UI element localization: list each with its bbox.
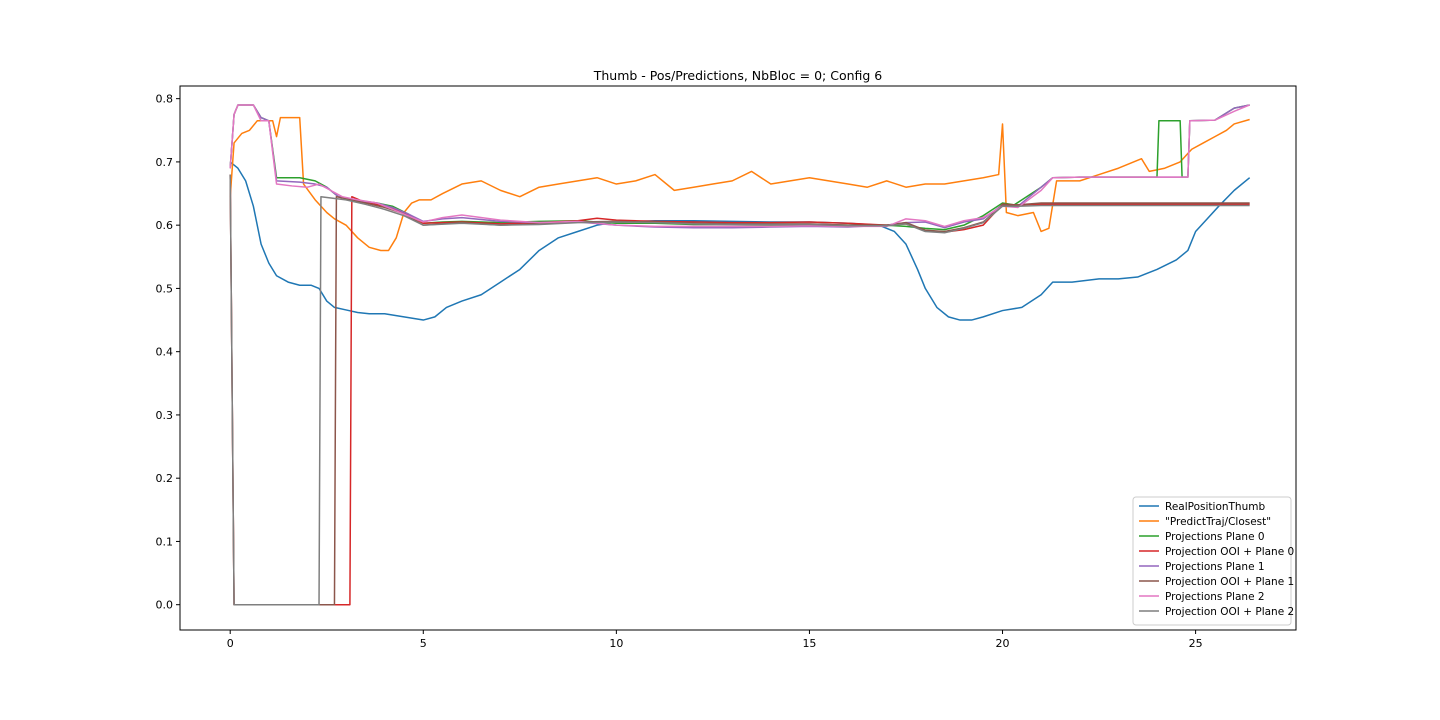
- y-axis: 0.0 0.1 0.2 0.3 0.4 0.5 0.6 0.7 0.8: [156, 93, 180, 612]
- legend-label-0: RealPositionThumb: [1165, 501, 1265, 513]
- plot-area-frame: [179, 85, 1297, 631]
- series-line-3: [229, 174, 1250, 606]
- x-tick-label-3: 15: [802, 637, 816, 650]
- x-tick-label-4: 20: [996, 637, 1010, 650]
- legend-label-3: Projection OOI + Plane 0: [1165, 546, 1294, 558]
- legend-label-5: Projection OOI + Plane 1: [1165, 576, 1294, 588]
- legend-label-6: Projections Plane 2: [1165, 591, 1265, 603]
- series-line-6: [229, 104, 1250, 228]
- y-tick-label-6: 0.6: [156, 219, 174, 232]
- x-tick-label-0: 0: [227, 637, 234, 650]
- y-tick-label-0: 0.0: [156, 599, 174, 612]
- legend-label-1: "PredictTraj/Closest": [1165, 516, 1271, 528]
- chart-title: Thumb - Pos/Predictions, NbBloc = 0; Con…: [593, 68, 883, 83]
- series-line-5: [229, 174, 1250, 606]
- legend-box: [1132, 496, 1292, 626]
- legend-label-4: Projections Plane 1: [1165, 561, 1265, 573]
- series-line-2: [229, 104, 1250, 231]
- series-line-7: [229, 174, 1250, 606]
- y-tick-label-4: 0.4: [156, 346, 174, 359]
- y-tick-label-2: 0.2: [156, 472, 174, 485]
- x-tick-label-2: 10: [609, 637, 623, 650]
- y-tick-label-3: 0.3: [156, 409, 174, 422]
- series-line-0: [229, 161, 1251, 321]
- y-tick-label-8: 0.8: [156, 93, 174, 106]
- legend-label-7: Projection OOI + Plane 2: [1165, 606, 1294, 618]
- x-tick-label-5: 25: [1189, 637, 1203, 650]
- y-tick-label-7: 0.7: [156, 156, 174, 169]
- series-layer: [229, 104, 1251, 606]
- legend: RealPositionThumb "PredictTraj/Closest" Pr…: [1132, 496, 1294, 626]
- x-axis: 0 5 10 15 20 25: [227, 630, 1203, 650]
- legend-label-2: Projections Plane 0: [1165, 531, 1265, 543]
- x-tick-label-1: 5: [420, 637, 427, 650]
- series-line-1: [229, 116, 1250, 252]
- y-tick-label-1: 0.1: [156, 535, 174, 548]
- y-tick-label-5: 0.5: [156, 282, 174, 295]
